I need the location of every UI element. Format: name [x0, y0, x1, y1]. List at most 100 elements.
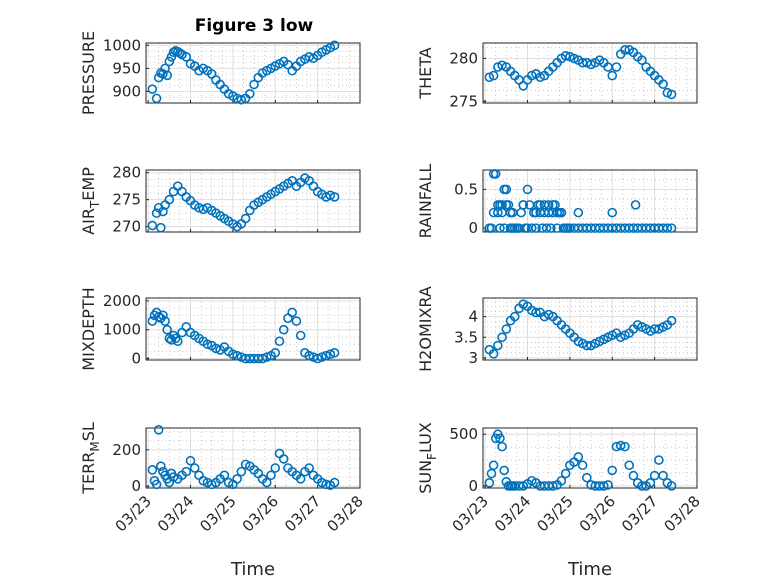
x-tick-label: 03/27 [618, 492, 661, 535]
data-point [236, 466, 247, 477]
data-point [509, 311, 520, 322]
data-point [325, 349, 336, 360]
data-point [291, 316, 302, 326]
y-tick-label: 900 [112, 82, 141, 100]
panels: 900 950 1000 PRESSURE 275 280 THETA 270 275 280 AI… [79, 31, 704, 580]
y-tick-label: 3.5 [454, 328, 478, 346]
data-point [202, 339, 213, 349]
data-point [488, 70, 499, 81]
data-point [637, 481, 647, 491]
data-point [304, 463, 314, 473]
y-tick-label: 1000 [103, 321, 141, 339]
data-point [546, 223, 556, 233]
data-point [329, 192, 340, 202]
data-point [158, 69, 168, 79]
data-point [164, 56, 175, 67]
panel-2: 275 280 THETA [416, 42, 698, 110]
data-point [620, 45, 630, 55]
y-tick-label: 280 [449, 49, 478, 67]
panel-4: 0 0.5 RAINFALL [416, 164, 698, 239]
data-point [624, 460, 634, 471]
data-point [153, 311, 164, 322]
data-point [586, 59, 596, 70]
data-point [649, 324, 660, 334]
data-point [270, 463, 281, 473]
data-point [287, 307, 297, 318]
axes-frame [145, 427, 361, 489]
data-point [499, 465, 509, 476]
panel-3: 270 275 280 AIRTEMP [79, 164, 361, 236]
y-tick-label: 950 [112, 59, 141, 77]
y-axis-label: PRESSURE [79, 31, 98, 115]
x-tick-label: 03/26 [576, 492, 619, 535]
y-axis-label: RAINFALL [416, 164, 435, 239]
data-point [185, 455, 196, 466]
data-point [493, 340, 503, 351]
data-point [181, 52, 192, 62]
x-tick-label: 03/23 [449, 492, 492, 535]
data-point [147, 465, 158, 475]
data-point [153, 425, 164, 435]
data-point [490, 169, 501, 179]
data-point [548, 481, 558, 491]
data-point [151, 93, 162, 104]
data-point [151, 208, 162, 218]
data-point [501, 184, 512, 195]
data-point [535, 72, 546, 83]
y-tick-label: 1000 [103, 36, 141, 54]
axes-frame [145, 42, 361, 104]
data-point [151, 479, 162, 490]
data-point [658, 79, 668, 89]
data-point [189, 463, 200, 473]
axes-box [482, 427, 698, 489]
y-tick-label: 270 [112, 218, 141, 236]
data-point [261, 477, 272, 488]
data-point [505, 207, 516, 218]
data-point [615, 440, 626, 451]
y-axis-label: TERRMSL [79, 422, 102, 495]
data-point [278, 454, 289, 464]
data-point [329, 40, 340, 51]
y-tick-label: 4 [468, 308, 478, 326]
data-point [274, 336, 285, 347]
data-point [560, 51, 571, 61]
data-point [158, 310, 168, 321]
data-point [484, 72, 495, 83]
data-point [236, 94, 247, 105]
data-point [497, 441, 507, 452]
data-point [637, 55, 647, 65]
data-point [240, 213, 251, 224]
y-tick-label: 280 [112, 164, 141, 182]
data-point [526, 223, 537, 233]
data-point [312, 353, 323, 364]
x-tick-label: 03/24 [491, 492, 534, 535]
data-point [507, 223, 518, 233]
data-point [531, 223, 541, 233]
x-tick-label: 03/25 [533, 492, 576, 535]
data-point [501, 200, 512, 210]
data-point [582, 340, 592, 351]
data-point [522, 184, 533, 195]
data-point [147, 316, 158, 326]
data-point [497, 60, 507, 71]
data-point [560, 468, 571, 479]
data-point [666, 223, 677, 233]
data-point [658, 470, 668, 481]
data-point [181, 466, 192, 477]
y-axis-label: H2OMIXRA [416, 286, 435, 372]
data-point [228, 349, 238, 360]
panel-7: 0 200 03/23 03/24 03/25 03/26 03/27 03/28 TERRMS… [79, 422, 367, 580]
x-tick-label: 03/24 [154, 492, 197, 535]
y-tick-label: 200 [112, 441, 141, 459]
data-point [172, 336, 183, 347]
x-axis-label: Time [230, 559, 275, 580]
data-point [518, 200, 529, 210]
data-point [249, 79, 259, 90]
data-point [552, 207, 562, 218]
data-point [270, 347, 281, 358]
data-point [219, 470, 230, 481]
x-tick-label: 03/26 [239, 492, 282, 535]
data-point [607, 465, 618, 476]
data-point [257, 353, 268, 364]
data-point [329, 347, 340, 358]
